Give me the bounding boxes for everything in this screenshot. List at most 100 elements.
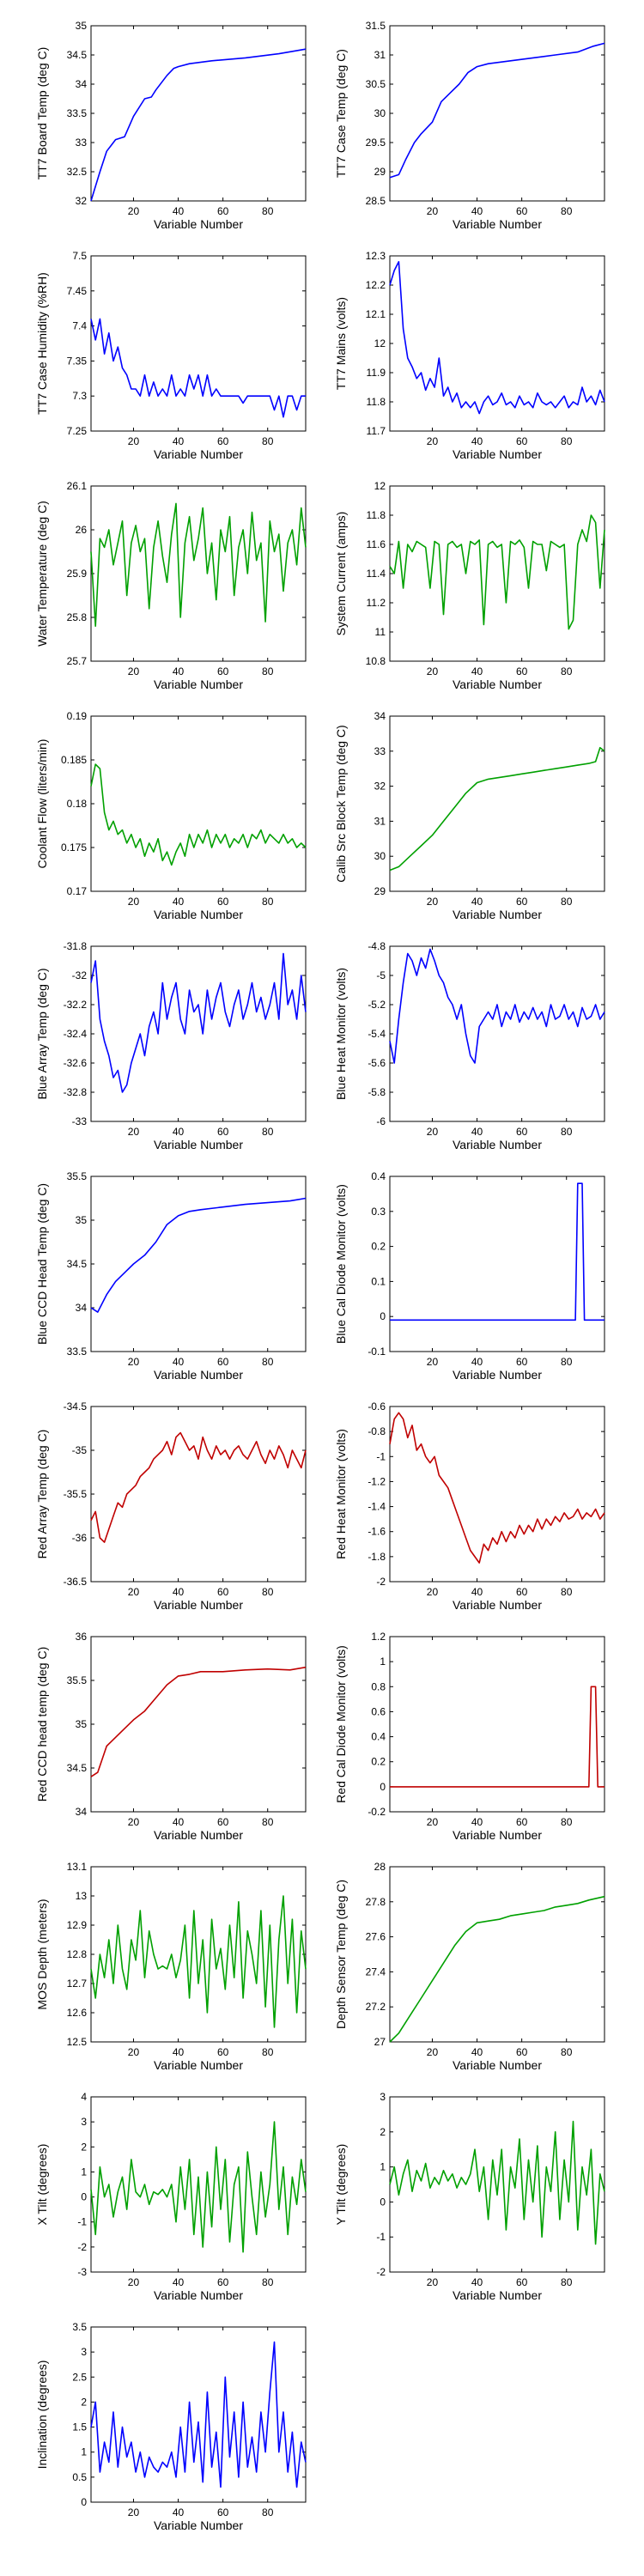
y-axis-label: Inclination (degrees) bbox=[35, 2360, 49, 2470]
chart-panel: 11.7 11.8 11.9 12 12.1 12.2 12.3 20 40 60 80 Variab… bbox=[334, 250, 605, 461]
y-tick-label: 0 bbox=[380, 2196, 386, 2208]
x-tick-label: 60 bbox=[516, 665, 528, 677]
x-tick-label: 20 bbox=[128, 1816, 140, 1828]
x-tick-label: 20 bbox=[427, 1126, 439, 1138]
x-tick-label: 40 bbox=[471, 2276, 483, 2288]
y-tick-label: -5.2 bbox=[368, 999, 386, 1011]
y-tick-label: 10.8 bbox=[366, 655, 386, 667]
x-tick-label: 60 bbox=[217, 896, 229, 908]
y-tick-label: 12.7 bbox=[67, 1978, 88, 1990]
y-tick-label: 11.7 bbox=[367, 425, 386, 437]
x-tick-label: 60 bbox=[217, 2046, 229, 2058]
y-tick-label: -2 bbox=[376, 1576, 386, 1588]
y-tick-label: -5.6 bbox=[368, 1057, 386, 1069]
y-tick-label: 28 bbox=[374, 1861, 386, 1873]
y-tick-label: 0 bbox=[81, 2191, 87, 2203]
x-axis-label: Variable Number bbox=[154, 677, 243, 691]
plot-frame bbox=[90, 485, 307, 662]
x-tick-label: 80 bbox=[262, 2276, 274, 2288]
y-tick-label: -1.8 bbox=[368, 1551, 386, 1563]
x-tick-label: 20 bbox=[427, 896, 439, 908]
y-tick-label: -5 bbox=[376, 969, 386, 981]
y-tick-label: 31 bbox=[374, 49, 386, 61]
y-tick-label: 11.2 bbox=[367, 597, 386, 609]
x-tick-label: 60 bbox=[516, 435, 528, 447]
y-tick-label: 25.7 bbox=[67, 655, 88, 667]
x-tick-label: 40 bbox=[173, 1356, 185, 1368]
y-tick-label: 0 bbox=[380, 1781, 386, 1793]
y-axis-label: Red Cal Diode Monitor (volts) bbox=[334, 1645, 348, 1803]
x-tick-label: 40 bbox=[173, 205, 185, 217]
x-axis-label: Variable Number bbox=[154, 1138, 243, 1151]
series-line bbox=[90, 2341, 307, 2488]
x-tick-label: 60 bbox=[217, 1126, 229, 1138]
x-tick-label: 40 bbox=[471, 1816, 483, 1828]
plot-frame bbox=[90, 2326, 307, 2503]
y-tick-label: 25.9 bbox=[67, 568, 88, 580]
y-tick-label: 0.4 bbox=[371, 1170, 386, 1182]
y-tick-label: -36.5 bbox=[64, 1576, 88, 1588]
y-tick-label: -31.8 bbox=[64, 940, 88, 952]
x-tick-label: 80 bbox=[262, 1126, 274, 1138]
x-tick-label: 20 bbox=[427, 1356, 439, 1368]
x-tick-label: 40 bbox=[173, 2506, 185, 2518]
x-axis-label: Variable Number bbox=[154, 2058, 243, 2072]
y-tick-label: 27.6 bbox=[366, 1931, 386, 1943]
x-axis-label: Variable Number bbox=[453, 1828, 542, 1842]
y-axis-label: Red Array Temp (deg C) bbox=[35, 1430, 49, 1559]
y-tick-label: 29.5 bbox=[366, 137, 386, 149]
y-tick-label: -2 bbox=[376, 2266, 386, 2278]
y-tick-label: -32.2 bbox=[64, 999, 88, 1011]
x-tick-label: 80 bbox=[262, 1356, 274, 1368]
chart-panel: -3 -2 -1 0 1 2 3 4 20 40 60 80 Variable Number X Tilt… bbox=[35, 2091, 307, 2302]
chart-panel: 33.5 34 34.5 35 35.5 20 40 60 80 Variable Number B… bbox=[35, 1170, 307, 1382]
x-tick-label: 60 bbox=[516, 1816, 528, 1828]
plot-frame bbox=[389, 1636, 605, 1813]
y-axis-label: TT7 Board Temp (deg C) bbox=[35, 47, 49, 180]
y-tick-label: 12.8 bbox=[67, 1948, 88, 1960]
y-axis-label: Blue Cal Diode Monitor (volts) bbox=[334, 1184, 348, 1344]
x-tick-label: 20 bbox=[427, 665, 439, 677]
y-tick-label: 11.8 bbox=[367, 509, 386, 521]
x-tick-label: 20 bbox=[427, 1816, 439, 1828]
x-tick-label: 20 bbox=[128, 1356, 140, 1368]
plot-frame bbox=[389, 255, 605, 432]
y-tick-label: 35 bbox=[76, 1718, 88, 1730]
x-tick-label: 40 bbox=[173, 2046, 185, 2058]
y-tick-label: 33 bbox=[76, 137, 88, 149]
x-tick-label: 80 bbox=[262, 2506, 274, 2518]
y-tick-label: 7.45 bbox=[67, 285, 88, 297]
series-line bbox=[389, 514, 605, 630]
chart-panel: -0.1 0 0.1 0.2 0.3 0.4 20 40 60 80 Variable Number… bbox=[334, 1170, 605, 1382]
chart-panel: 27 27.2 27.4 27.6 27.8 28 20 40 60 80 Variable Num… bbox=[334, 1861, 605, 2072]
y-tick-label: 2 bbox=[81, 2396, 87, 2408]
chart-panel: -6 -5.8 -5.6 -5.4 -5.2 -5 -4.8 20 40 60 80 Variable… bbox=[334, 940, 605, 1151]
x-tick-label: 40 bbox=[173, 435, 185, 447]
x-axis-label: Variable Number bbox=[453, 1368, 542, 1382]
x-tick-label: 60 bbox=[516, 2276, 528, 2288]
x-tick-label: 20 bbox=[128, 665, 140, 677]
chart-panel: 7.25 7.3 7.35 7.4 7.45 7.5 20 40 60 80 Variable Nu… bbox=[35, 250, 307, 461]
x-tick-label: 20 bbox=[128, 1586, 140, 1598]
x-tick-label: 80 bbox=[262, 1586, 274, 1598]
x-tick-label: 20 bbox=[128, 435, 140, 447]
y-tick-label: 31 bbox=[374, 815, 386, 827]
y-tick-label: 12.6 bbox=[67, 2007, 88, 2019]
x-tick-label: 80 bbox=[561, 896, 573, 908]
y-tick-label: 2 bbox=[81, 2141, 87, 2153]
series-line bbox=[90, 952, 307, 1093]
x-tick-label: 60 bbox=[516, 205, 528, 217]
y-tick-label: 7.3 bbox=[72, 390, 87, 402]
y-tick-label: 29 bbox=[374, 166, 386, 178]
y-tick-label: -1.4 bbox=[368, 1501, 386, 1513]
y-tick-label: 35.5 bbox=[67, 1674, 88, 1686]
x-tick-label: 80 bbox=[561, 2046, 573, 2058]
y-tick-label: 11.8 bbox=[367, 396, 386, 408]
x-tick-label: 40 bbox=[471, 1126, 483, 1138]
x-tick-label: 60 bbox=[516, 1586, 528, 1598]
y-tick-label: 0.18 bbox=[67, 798, 88, 810]
series-line bbox=[389, 1412, 605, 1564]
x-axis-label: Variable Number bbox=[154, 908, 243, 921]
y-tick-label: -1.2 bbox=[368, 1475, 386, 1487]
y-tick-label: 0.6 bbox=[371, 1705, 386, 1717]
